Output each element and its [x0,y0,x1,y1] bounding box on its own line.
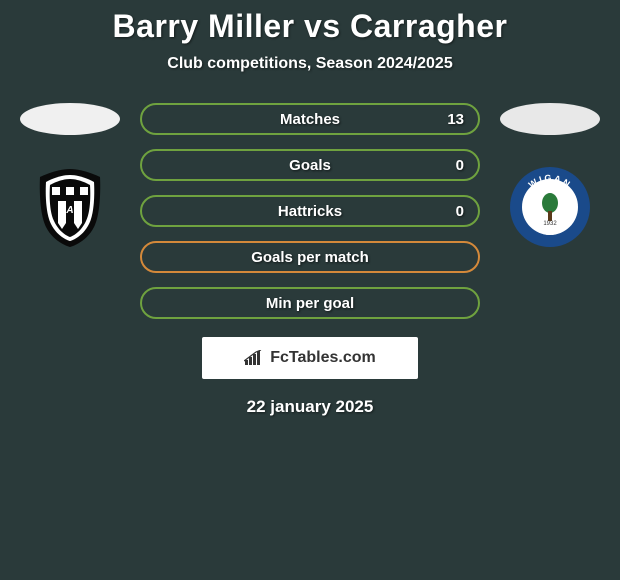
svg-text:A: A [65,205,73,216]
club-badge-left: A [28,165,112,249]
player-placeholder-left [20,103,120,135]
bar-chart-icon [244,350,264,366]
stat-value-right: 0 [456,203,464,220]
player-placeholder-right [500,103,600,135]
stat-row-gpm: Goals per match [140,241,480,273]
page-title: Barry Miller vs Carragher [0,8,620,45]
stat-row-mpg: Min per goal [140,287,480,319]
stat-row-matches: Matches 13 [140,103,480,135]
stats-list: Matches 13 Goals 0 Hattricks 0 Goals per… [140,103,480,319]
stat-value-right: 13 [447,111,464,128]
content-row: A Matches 13 Goals 0 Hattricks 0 [0,103,620,319]
stat-label: Goals [289,157,331,174]
club-badge-right: WIGAN ATHLETIC 1932 [508,165,592,249]
comparison-card: Barry Miller vs Carragher Club competiti… [0,0,620,417]
attribution-text: FcTables.com [270,349,376,367]
crest-icon: WIGAN ATHLETIC 1932 [508,165,592,249]
stat-label: Hattricks [278,203,342,220]
subtitle: Club competitions, Season 2024/2025 [0,55,620,73]
date-label: 22 january 2025 [0,397,620,417]
stat-label: Goals per match [251,249,369,266]
stat-row-goals: Goals 0 [140,149,480,181]
stat-value-right: 0 [456,157,464,174]
stat-row-hattricks: Hattricks 0 [140,195,480,227]
left-side: A [20,103,120,249]
svg-text:1932: 1932 [543,221,557,227]
right-side: WIGAN ATHLETIC 1932 [500,103,600,249]
stat-label: Min per goal [266,295,354,312]
attribution-badge: FcTables.com [202,337,418,379]
stat-label: Matches [280,111,340,128]
shield-icon: A [28,165,112,249]
